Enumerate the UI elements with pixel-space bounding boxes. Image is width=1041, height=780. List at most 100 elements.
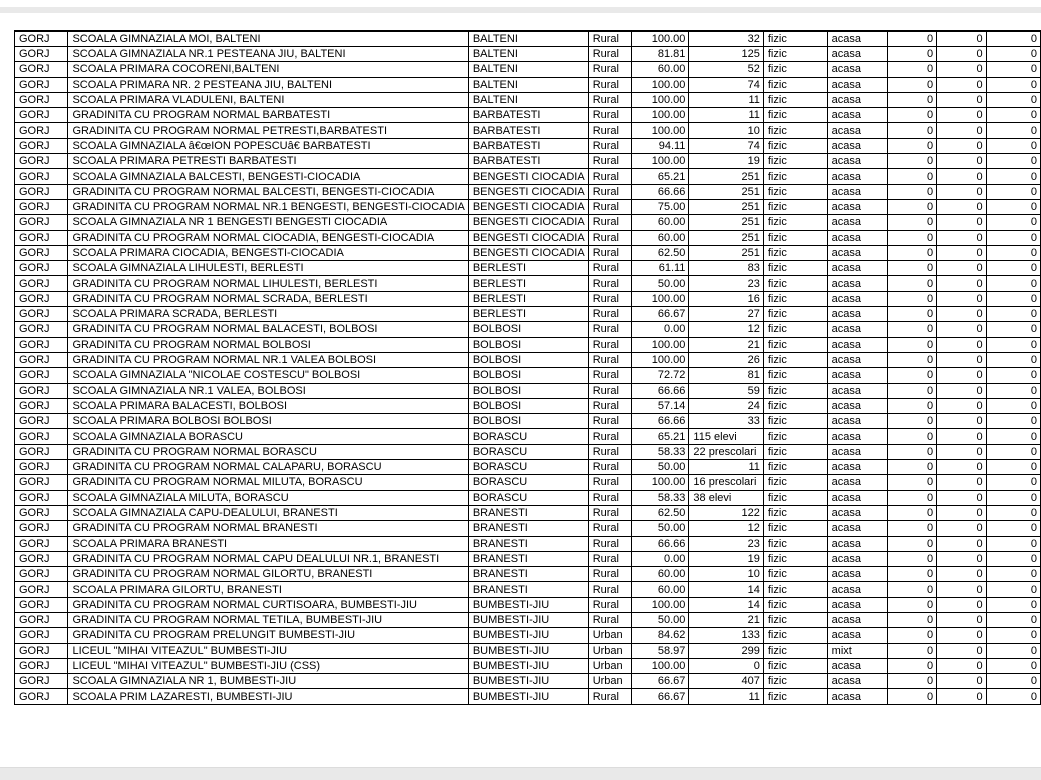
cell-percentage[interactable]: 66.66 bbox=[631, 382, 690, 399]
cell-attendance-mode[interactable]: fizic bbox=[762, 535, 828, 552]
cell-county[interactable]: GORJ bbox=[13, 30, 69, 47]
cell-school-name[interactable]: SCOALA GIMNAZIALA "NICOLAE COSTESCU" BOL… bbox=[67, 367, 469, 384]
cell-locality[interactable]: BERLESTI bbox=[467, 260, 589, 277]
cell-locality[interactable]: BUMBESTI-JIU bbox=[467, 627, 589, 644]
cell-locality[interactable]: BENGESTI CIOCADIA bbox=[467, 244, 589, 262]
cell-school-name[interactable]: SCOALA PRIMARA SCRADA, BERLESTI bbox=[67, 306, 469, 323]
cell-location[interactable]: acasa bbox=[826, 260, 888, 277]
cell-school-name[interactable]: GRADINITA CU PROGRAM NORMAL LIHULESTI, B… bbox=[67, 275, 469, 292]
cell-percentage[interactable]: 57.14 bbox=[631, 397, 690, 415]
cell-value-2[interactable]: 0 bbox=[936, 91, 987, 109]
cell-location[interactable]: acasa bbox=[826, 107, 888, 124]
cell-students[interactable]: 133 bbox=[688, 627, 764, 644]
cell-value-1[interactable]: 0 bbox=[886, 336, 938, 353]
cell-attendance-mode[interactable]: fizic bbox=[762, 260, 828, 277]
cell-students[interactable]: 251 bbox=[688, 229, 764, 246]
cell-county[interactable]: GORJ bbox=[13, 137, 69, 155]
cell-value-3[interactable]: 0 bbox=[985, 642, 1041, 659]
cell-locality[interactable]: BRANESTI bbox=[467, 520, 589, 537]
cell-location[interactable]: mixt bbox=[826, 642, 888, 659]
cell-school-name[interactable]: SCOALA GIMNAZIALA MILUTA, BORASCU bbox=[67, 489, 469, 506]
cell-value-1[interactable]: 0 bbox=[886, 198, 938, 216]
cell-locality[interactable]: BARBATESTI bbox=[467, 122, 589, 139]
cell-students[interactable]: 38 elevi bbox=[688, 489, 764, 506]
cell-attendance-mode[interactable]: fizic bbox=[762, 397, 828, 415]
cell-percentage[interactable]: 72.72 bbox=[631, 367, 690, 384]
cell-value-3[interactable]: 0 bbox=[985, 550, 1041, 568]
cell-value-2[interactable]: 0 bbox=[936, 550, 987, 568]
cell-value-3[interactable]: 0 bbox=[985, 290, 1041, 308]
cell-students[interactable]: 12 bbox=[688, 520, 764, 537]
cell-school-name[interactable]: SCOALA PRIMARA GILORTU, BRANESTI bbox=[67, 581, 469, 598]
cell-value-1[interactable]: 0 bbox=[886, 688, 938, 705]
cell-location[interactable]: acasa bbox=[826, 336, 888, 353]
cell-county[interactable]: GORJ bbox=[13, 198, 69, 216]
cell-school-name[interactable]: SCOALA GIMNAZIALA BALCESTI, BENGESTI-CIO… bbox=[67, 168, 469, 185]
cell-environment[interactable]: Rural bbox=[587, 581, 633, 598]
cell-students[interactable]: 407 bbox=[688, 673, 764, 690]
cell-value-1[interactable]: 0 bbox=[886, 122, 938, 139]
cell-environment[interactable]: Rural bbox=[587, 550, 633, 568]
cell-attendance-mode[interactable]: fizic bbox=[762, 443, 828, 461]
cell-school-name[interactable]: GRADINITA CU PROGRAM PRELUNGIT BUMBESTI-… bbox=[67, 627, 469, 644]
cell-attendance-mode[interactable]: fizic bbox=[762, 183, 828, 200]
cell-attendance-mode[interactable]: fizic bbox=[762, 137, 828, 155]
cell-attendance-mode[interactable]: fizic bbox=[762, 627, 828, 644]
cell-environment[interactable]: Rural bbox=[587, 321, 633, 338]
cell-percentage[interactable]: 100.00 bbox=[631, 76, 690, 93]
cell-county[interactable]: GORJ bbox=[13, 45, 69, 63]
cell-value-2[interactable]: 0 bbox=[936, 382, 987, 399]
cell-students[interactable]: 12 bbox=[688, 321, 764, 338]
cell-percentage[interactable]: 100.00 bbox=[631, 30, 690, 47]
cell-percentage[interactable]: 60.00 bbox=[631, 581, 690, 598]
cell-value-2[interactable]: 0 bbox=[936, 397, 987, 415]
cell-locality[interactable]: BUMBESTI-JIU bbox=[467, 673, 589, 690]
cell-value-1[interactable]: 0 bbox=[886, 321, 938, 338]
cell-value-3[interactable]: 0 bbox=[985, 688, 1041, 705]
cell-students[interactable]: 299 bbox=[688, 642, 764, 659]
cell-students[interactable]: 251 bbox=[688, 183, 764, 200]
cell-county[interactable]: GORJ bbox=[13, 321, 69, 338]
cell-school-name[interactable]: GRADINITA CU PROGRAM NORMAL BALACESTI, B… bbox=[67, 321, 469, 338]
cell-location[interactable]: acasa bbox=[826, 657, 888, 675]
cell-school-name[interactable]: GRADINITA CU PROGRAM NORMAL NR.1 BENGEST… bbox=[67, 198, 469, 216]
cell-environment[interactable]: Rural bbox=[587, 137, 633, 155]
cell-location[interactable]: acasa bbox=[826, 214, 888, 231]
cell-environment[interactable]: Rural bbox=[587, 367, 633, 384]
cell-locality[interactable]: BENGESTI CIOCADIA bbox=[467, 229, 589, 246]
cell-location[interactable]: acasa bbox=[826, 198, 888, 216]
cell-value-1[interactable]: 0 bbox=[886, 306, 938, 323]
cell-locality[interactable]: BENGESTI CIOCADIA bbox=[467, 168, 589, 185]
cell-locality[interactable]: BRANESTI bbox=[467, 566, 589, 583]
cell-value-2[interactable]: 0 bbox=[936, 244, 987, 262]
cell-county[interactable]: GORJ bbox=[13, 61, 69, 78]
cell-environment[interactable]: Rural bbox=[587, 198, 633, 216]
cell-county[interactable]: GORJ bbox=[13, 306, 69, 323]
cell-value-2[interactable]: 0 bbox=[936, 214, 987, 231]
cell-value-3[interactable]: 0 bbox=[985, 611, 1041, 629]
cell-students[interactable]: 11 bbox=[688, 459, 764, 476]
cell-attendance-mode[interactable]: fizic bbox=[762, 673, 828, 690]
cell-value-2[interactable]: 0 bbox=[936, 627, 987, 644]
cell-attendance-mode[interactable]: fizic bbox=[762, 581, 828, 598]
cell-environment[interactable]: Rural bbox=[587, 275, 633, 292]
cell-attendance-mode[interactable]: fizic bbox=[762, 275, 828, 292]
cell-environment[interactable]: Rural bbox=[587, 474, 633, 491]
cell-county[interactable]: GORJ bbox=[13, 336, 69, 353]
cell-percentage[interactable]: 100.00 bbox=[631, 336, 690, 353]
cell-school-name[interactable]: SCOALA GIMNAZIALA LIHULESTI, BERLESTI bbox=[67, 260, 469, 277]
cell-percentage[interactable]: 50.00 bbox=[631, 611, 690, 629]
cell-value-2[interactable]: 0 bbox=[936, 61, 987, 78]
cell-students[interactable]: 251 bbox=[688, 244, 764, 262]
cell-location[interactable]: acasa bbox=[826, 137, 888, 155]
cell-students[interactable]: 27 bbox=[688, 306, 764, 323]
cell-environment[interactable]: Rural bbox=[587, 183, 633, 200]
cell-locality[interactable]: BORASCU bbox=[467, 459, 589, 476]
cell-school-name[interactable]: LICEUL "MIHAI VITEAZUL" BUMBESTI-JIU (CS… bbox=[67, 657, 469, 675]
cell-location[interactable]: acasa bbox=[826, 566, 888, 583]
cell-location[interactable]: acasa bbox=[826, 306, 888, 323]
cell-attendance-mode[interactable]: fizic bbox=[762, 30, 828, 47]
cell-value-3[interactable]: 0 bbox=[985, 627, 1041, 644]
cell-county[interactable]: GORJ bbox=[13, 107, 69, 124]
cell-environment[interactable]: Rural bbox=[587, 611, 633, 629]
